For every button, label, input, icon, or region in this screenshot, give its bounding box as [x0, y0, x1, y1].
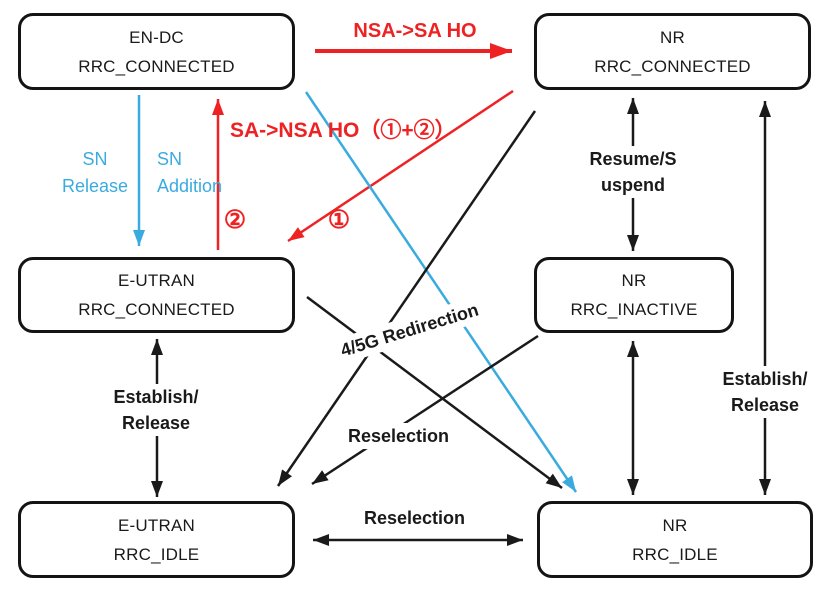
state-box-eutran-idle: E-UTRAN RRC_IDLE	[18, 501, 295, 578]
redirection-nr-to-eutran-idle-arrow	[276, 110, 537, 487]
state-rrc: RRC_INACTIVE	[570, 300, 698, 319]
state-box-endc-connected: EN-DC RRC_CONNECTED	[18, 13, 295, 90]
label-reselection-diagonal: Reselection	[341, 423, 456, 449]
reselection-nr-inactive-to-eutran-idle-arrow	[311, 334, 539, 486]
state-box-nr-connected: NR RRC_CONNECTED	[534, 13, 811, 90]
endc-to-nr-idle-arrow	[304, 91, 578, 493]
label-step1-circled: ①	[327, 206, 351, 234]
state-box-nr-idle: NR RRC_IDLE	[537, 501, 813, 578]
label-establish-release-right: Establish/ Release	[706, 366, 822, 418]
label-resume-suspend: Resume/S uspend	[574, 146, 692, 198]
state-rrc: RRC_IDLE	[113, 544, 200, 564]
label-nsa-to-sa-ho: NSA->SA HO	[353, 20, 477, 42]
state-name: EN-DC	[129, 27, 184, 47]
state-box-nr-inactive: NR RRC_INACTIVE	[534, 257, 734, 333]
sa-to-nsa-step1-arrow	[287, 89, 514, 243]
label-step2-circled: ②	[223, 206, 247, 234]
state-name: E-UTRAN	[118, 515, 195, 535]
label-sn-addition: SN Addition	[157, 149, 223, 196]
state-rrc: RRC_CONNECTED	[78, 300, 235, 319]
state-rrc: RRC_CONNECTED	[594, 56, 751, 76]
label-reselection-horizontal: Reselection	[363, 508, 466, 528]
state-rrc: RRC_CONNECTED	[78, 56, 235, 76]
label-sa-to-nsa-ho: SA->NSA HO（①+②）	[230, 119, 456, 142]
label-sn-release: SN Release	[61, 149, 129, 196]
state-name: E-UTRAN	[118, 271, 195, 290]
state-name: NR	[660, 27, 685, 47]
state-rrc: RRC_IDLE	[632, 544, 718, 564]
state-name: NR	[621, 271, 647, 290]
redirection-eutran-to-nr-idle-arrow	[306, 295, 563, 490]
state-box-eutran-connected: E-UTRAN RRC_CONNECTED	[18, 257, 295, 333]
state-name: NR	[662, 515, 688, 535]
label-establish-release-left: Establish/ Release	[97, 384, 215, 436]
